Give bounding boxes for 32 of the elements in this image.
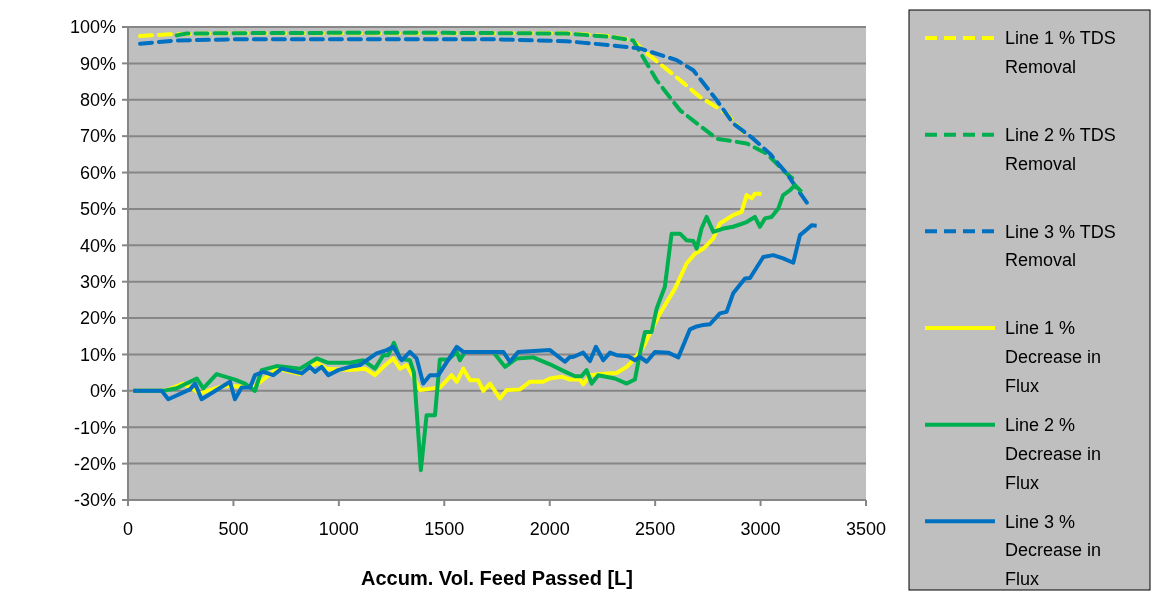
x-tick-label: 2500 bbox=[635, 519, 676, 539]
legend-label: Line 2 % TDS Removal bbox=[1005, 124, 1116, 174]
y-tick-label: 20% bbox=[79, 308, 116, 329]
x-tick-label: 2000 bbox=[529, 519, 570, 539]
y-tick-label: -30% bbox=[73, 490, 116, 511]
line-series bbox=[174, 30, 795, 180]
y-tick-label: 100% bbox=[69, 17, 116, 38]
legend-label: Line 3 % TDS Removal bbox=[1005, 221, 1116, 271]
x-axis-title: Accum. Vol. Feed Passed [L] bbox=[361, 567, 633, 589]
line-series bbox=[131, 223, 819, 402]
legend-label: Line 1 % TDS Removal bbox=[1005, 28, 1116, 78]
y-tick-label: 80% bbox=[79, 90, 116, 111]
x-tick-label: 3500 bbox=[845, 519, 887, 539]
y-tick-label: 70% bbox=[79, 126, 116, 147]
y-tick-label: 10% bbox=[79, 344, 116, 365]
y-tick-label: 50% bbox=[79, 199, 116, 220]
y-tick-label: 90% bbox=[79, 53, 116, 74]
line-series bbox=[138, 31, 745, 134]
y-tick-label: 40% bbox=[79, 235, 116, 256]
x-tick-label: 1500 bbox=[424, 519, 465, 539]
legend-label: Line 2 % Decrease in Flux bbox=[1005, 414, 1102, 493]
legend-label: Line 1 % Decrease in Flux bbox=[1005, 318, 1102, 396]
y-tick-label: 30% bbox=[79, 271, 116, 292]
y-tick-label: -20% bbox=[73, 453, 116, 474]
x-tick-label: 500 bbox=[218, 519, 249, 539]
y-tick-label: -10% bbox=[73, 417, 116, 438]
x-tick-label: 0 bbox=[122, 519, 134, 539]
x-tick-label: 1000 bbox=[318, 519, 359, 539]
y-tick-label: 0% bbox=[89, 381, 116, 402]
y-tick-label: 60% bbox=[79, 162, 116, 183]
x-tick-label: 3000 bbox=[740, 519, 781, 539]
legend-label: Line 3 % Decrease in Flux bbox=[1005, 511, 1102, 590]
